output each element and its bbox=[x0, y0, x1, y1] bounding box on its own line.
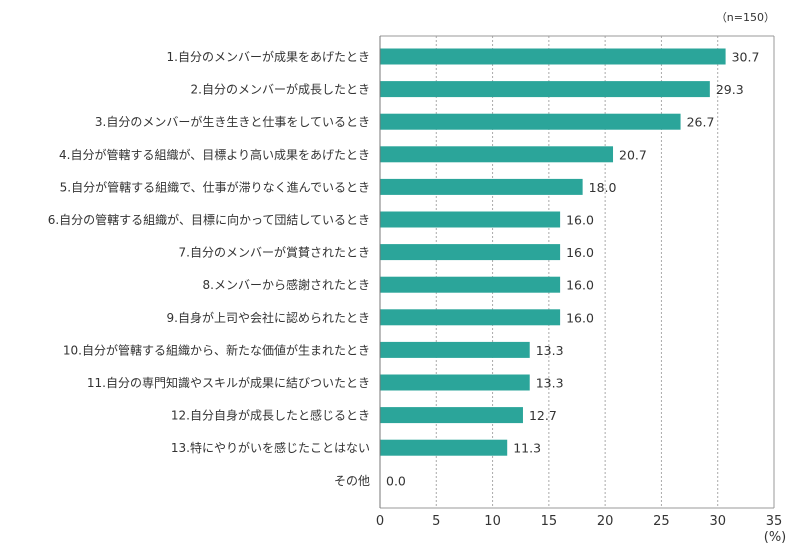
x-tick-label: 30 bbox=[709, 514, 726, 529]
category-label: 13.特にやりがいを感じたことはない bbox=[171, 440, 370, 455]
category-label: 11.自分の専門知識やスキルが成果に結びついたとき bbox=[87, 375, 370, 390]
x-tick-label: 10 bbox=[484, 514, 501, 529]
bar bbox=[380, 374, 530, 391]
category-label: 2.自分のメンバーが成長したとき bbox=[191, 82, 370, 97]
bar bbox=[380, 276, 561, 293]
category-label: 7.自分のメンバーが賞賛されたとき bbox=[179, 245, 370, 260]
sample-size-note: （n=150） bbox=[716, 11, 775, 24]
category-labels: 1.自分のメンバーが成果をあげたとき 2.自分のメンバーが成長したとき 3.自分のメ… bbox=[48, 49, 370, 488]
bar bbox=[380, 178, 583, 195]
bars bbox=[380, 48, 726, 456]
grid-lines bbox=[380, 35, 775, 509]
x-tick-label: 25 bbox=[653, 514, 670, 529]
category-label: 5.自分が管轄する組織で、仕事が滞りなく進んでいるとき bbox=[60, 179, 370, 194]
bar bbox=[380, 211, 561, 228]
value-label: 13.3 bbox=[536, 376, 564, 391]
value-label: 20.7 bbox=[619, 147, 647, 162]
value-label: 12.7 bbox=[529, 408, 557, 423]
category-label: 6.自分の管轄する組織が、目標に向かって団結しているとき bbox=[48, 212, 370, 227]
x-tick-label: 0 bbox=[376, 514, 384, 529]
bar bbox=[380, 48, 726, 65]
x-tick-label: 5 bbox=[432, 514, 440, 529]
category-label: 12.自分自身が成長したと感じるとき bbox=[171, 408, 370, 423]
value-labels: 30.7 29.3 26.7 20.7 18.0 16.0 16.0 16.0 16.0 13.3… bbox=[386, 50, 759, 489]
category-label: 10.自分が管轄する組織から、新たな価値が生まれたとき bbox=[63, 342, 370, 357]
unit-label: (%) bbox=[764, 530, 787, 545]
value-label: 16.0 bbox=[566, 310, 594, 325]
category-label: 1.自分のメンバーが成果をあげたとき bbox=[167, 49, 370, 64]
bar bbox=[380, 309, 561, 326]
value-label: 16.0 bbox=[566, 278, 594, 293]
category-label: 4.自分が管轄する組織が、目標より高い成果をあげたとき bbox=[59, 147, 370, 162]
value-label: 0.0 bbox=[386, 473, 406, 488]
value-label: 26.7 bbox=[687, 115, 715, 130]
bar bbox=[380, 341, 530, 358]
value-label: 16.0 bbox=[566, 245, 594, 260]
bar bbox=[380, 407, 523, 424]
bar bbox=[380, 113, 681, 130]
x-tick-label: 20 bbox=[597, 514, 614, 529]
bar bbox=[380, 439, 508, 456]
x-tick-label: 35 bbox=[766, 514, 783, 529]
value-label: 18.0 bbox=[589, 180, 617, 195]
value-label: 29.3 bbox=[716, 82, 744, 97]
value-label: 30.7 bbox=[732, 50, 760, 65]
value-label: 13.3 bbox=[536, 343, 564, 358]
bar bbox=[380, 81, 710, 98]
bar bbox=[380, 146, 614, 163]
value-label: 11.3 bbox=[513, 441, 541, 456]
category-label: 9.自身が上司や会社に認められたとき bbox=[167, 310, 370, 325]
category-label: 8.メンバーから感謝されたとき bbox=[203, 277, 370, 292]
value-label: 16.0 bbox=[566, 213, 594, 228]
x-axis: 0 5 10 15 20 25 30 35 bbox=[376, 36, 782, 529]
x-tick-label: 15 bbox=[541, 514, 558, 529]
category-label: その他 bbox=[334, 474, 370, 488]
category-label: 3.自分のメンバーが生き生きと仕事をしているとき bbox=[95, 114, 370, 129]
bar bbox=[380, 244, 561, 261]
